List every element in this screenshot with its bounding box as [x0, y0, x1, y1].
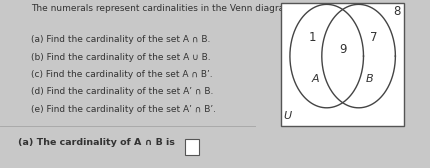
- Text: (c) Find the cardinality of the set A ∩ B’.: (c) Find the cardinality of the set A ∩ …: [31, 70, 212, 79]
- Text: (b) Find the cardinality of the set A ∪ B.: (b) Find the cardinality of the set A ∪ …: [31, 53, 210, 62]
- Text: (e) Find the cardinality of the set A’ ∩ B’.: (e) Find the cardinality of the set A’ ∩…: [31, 105, 215, 114]
- Text: B: B: [365, 74, 372, 84]
- Text: 1: 1: [307, 31, 315, 44]
- Text: (a) Find the cardinality of the set A ∩ B.: (a) Find the cardinality of the set A ∩ …: [31, 35, 209, 44]
- Text: The numerals represent cardinalities in the Venn diagram.: The numerals represent cardinalities in …: [31, 4, 295, 13]
- Text: (d) Find the cardinality of the set A’ ∩ B.: (d) Find the cardinality of the set A’ ∩…: [31, 88, 212, 96]
- Text: A: A: [311, 74, 319, 84]
- Text: U: U: [283, 111, 291, 121]
- Bar: [184, 139, 198, 155]
- Text: 7: 7: [369, 31, 376, 44]
- Text: 8: 8: [392, 5, 399, 18]
- Text: (a) The cardinality of A ∩ B is: (a) The cardinality of A ∩ B is: [18, 138, 175, 147]
- Text: 9: 9: [338, 44, 346, 56]
